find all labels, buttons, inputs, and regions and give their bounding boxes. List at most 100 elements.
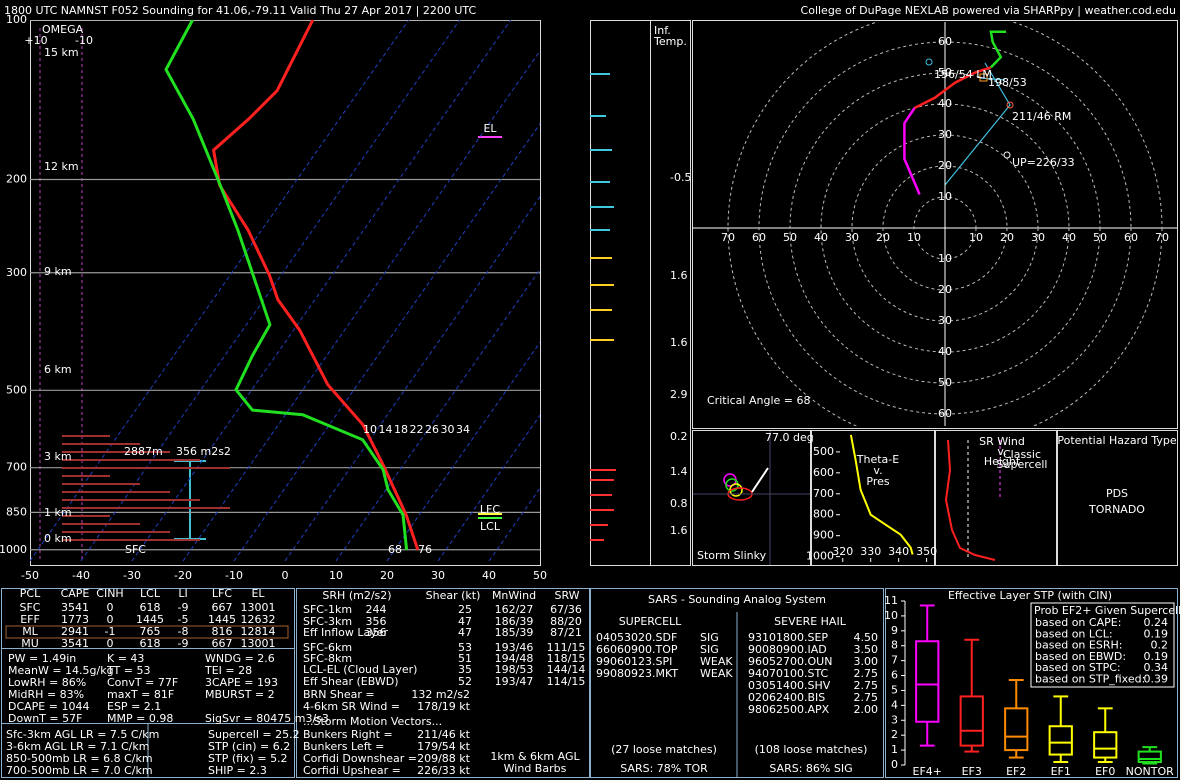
table-cell: 114/15: [547, 675, 586, 688]
isotherm: [30, 20, 410, 562]
row-label: LCL-EL (Cloud Layer): [303, 663, 417, 676]
table-header: SRH (m2/s2): [322, 589, 391, 602]
row-label: Corfidi Downshear =: [303, 752, 417, 765]
table-cell: 47: [458, 626, 472, 639]
ring-label: 10: [969, 231, 983, 244]
analog: 02062400.BIS: [748, 691, 825, 704]
y-tick-label: 700: [813, 487, 834, 500]
height-label: 12 km: [44, 160, 79, 173]
thetae-title: v.: [873, 464, 882, 477]
table-cell: 193/46: [495, 641, 534, 654]
inferred-label: 1.6: [670, 336, 688, 349]
ring-label: 60: [752, 231, 766, 244]
analog: 96052700.OUN: [748, 655, 832, 668]
index: maxT = 81F: [107, 688, 174, 701]
lm-marker: [925, 58, 933, 66]
table-cell: -8: [178, 625, 189, 638]
ring: [789, 72, 1101, 384]
analog: 98062500.APX: [748, 703, 830, 716]
box: [1004, 707, 1029, 752]
matches: (108 loose matches): [755, 743, 868, 756]
sfc-dewpoint: 68: [388, 543, 402, 556]
table-cell: 3541: [61, 637, 89, 650]
analog-size: 2.00: [854, 703, 879, 716]
ring-label: 40: [938, 97, 952, 110]
slinky-title: Storm Slinky: [697, 549, 767, 562]
x-tick-label: -30: [123, 569, 141, 582]
prob-title: Prob EF2+ Given Supercell: [1034, 604, 1180, 617]
prob-value: 0.24: [1144, 616, 1169, 629]
table-cell: 13001: [241, 637, 276, 650]
prob-value: 0.19: [1144, 627, 1169, 640]
height-label: 1 km: [44, 506, 72, 519]
table-cell: 51: [458, 652, 472, 665]
sfc-label: SFC: [125, 543, 146, 556]
ring-label: 50: [1093, 231, 1107, 244]
x-tick-label: 20: [380, 569, 394, 582]
hodograph-trace: [903, 107, 921, 195]
index: TEI = 28: [204, 664, 252, 677]
table-cell: 179/54 kt: [417, 740, 471, 753]
hazard-type: PDS: [1106, 487, 1128, 500]
y-tick-label: 8: [891, 639, 898, 652]
inferred-ticks: [590, 469, 616, 541]
inferred-label: 1.4: [670, 465, 688, 478]
ring-label: 20: [876, 231, 890, 244]
box: [1093, 731, 1118, 759]
y-tick-label: 0: [891, 758, 898, 771]
y-tick-label: 200: [6, 172, 27, 185]
table-cell: 356: [366, 626, 387, 639]
analog: 94070100.STC: [748, 667, 829, 680]
sars-result: SARS: 78% TOR: [620, 762, 708, 775]
ring-label: 20: [938, 283, 952, 296]
table-cell: 0: [107, 637, 114, 650]
hazard-title: Potential Hazard Type: [1057, 434, 1177, 447]
table-cell: 12814: [241, 625, 276, 638]
y-tick-label: 6: [891, 669, 898, 682]
height-label: 9 km: [44, 265, 72, 278]
index: DCAPE = 1044: [8, 700, 89, 713]
srwind-frame: [935, 430, 1057, 566]
row-label: SFC-3km: [303, 615, 352, 628]
inferred-label: 0.8: [670, 497, 688, 510]
ring-label: 60: [1124, 231, 1138, 244]
ring: [851, 134, 1039, 322]
index: ESP = 2.1: [107, 700, 161, 713]
prob-label: based on STP_fixed:: [1035, 673, 1145, 686]
ring-label: 60: [938, 407, 952, 420]
inferred-label: 2.9: [670, 388, 688, 401]
index: MeanW = 14.5g/kg: [8, 664, 114, 677]
y-tick-label: 3: [891, 713, 898, 726]
y-tick-label: 4: [891, 698, 898, 711]
x-tick-label: 330: [860, 545, 881, 558]
sars-subtitle: SEVERE HAIL: [774, 615, 847, 628]
row-label: SFC-1km: [303, 603, 352, 616]
table-cell: 67/36: [550, 603, 582, 616]
table-cell: 765: [140, 625, 161, 638]
x-tick-label: 0: [282, 569, 289, 582]
srh-label: 356 m2s2: [176, 445, 231, 458]
table-cell: 0: [107, 613, 114, 626]
height-label: 6 km: [44, 363, 72, 376]
x-tick-label: 320: [832, 545, 853, 558]
isotherm: [182, 50, 540, 562]
composite: SHIP = 2.3: [208, 764, 267, 777]
analog-class: WEAK: [700, 655, 733, 668]
ring-label: 50: [783, 231, 797, 244]
index: MBURST = 2: [205, 688, 275, 701]
table-cell: -1: [105, 625, 116, 638]
prob-label: based on EBWD:: [1035, 650, 1126, 663]
ring-label: 40: [1062, 231, 1076, 244]
ring: [882, 165, 1008, 291]
table-cell: 25: [458, 603, 472, 616]
y-tick-label: 900: [813, 529, 834, 542]
table-header: CAPE: [61, 587, 90, 600]
table-cell: 1773: [61, 613, 89, 626]
analog-size: 4.50: [854, 631, 879, 644]
table-cell: 0: [107, 601, 114, 614]
srwind-note: Classic: [1003, 448, 1041, 461]
matches: (27 loose matches): [611, 743, 717, 756]
ring-label: 30: [1031, 231, 1045, 244]
inferred-label: -0.5: [670, 171, 691, 184]
row-label: Bunkers Right =: [303, 728, 393, 741]
